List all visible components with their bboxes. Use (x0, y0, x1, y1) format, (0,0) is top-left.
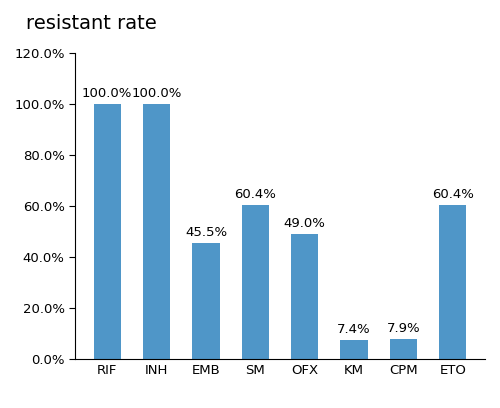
Bar (340, 340, 367, 359)
Text: 49.0%: 49.0% (284, 217, 326, 230)
Text: 60.4%: 60.4% (234, 188, 277, 201)
Bar (439, 205, 466, 359)
Bar (242, 205, 269, 359)
Bar (291, 234, 318, 359)
Bar (390, 339, 417, 359)
Text: 100.0%: 100.0% (132, 87, 182, 100)
Bar (143, 104, 170, 359)
Text: 7.4%: 7.4% (337, 324, 371, 336)
Text: 60.4%: 60.4% (432, 188, 474, 201)
Text: resistant rate: resistant rate (26, 13, 156, 33)
Bar (94, 104, 121, 359)
Bar (192, 243, 220, 359)
Text: 7.9%: 7.9% (386, 322, 420, 335)
Text: 45.5%: 45.5% (185, 226, 227, 239)
Text: 100.0%: 100.0% (82, 87, 132, 100)
